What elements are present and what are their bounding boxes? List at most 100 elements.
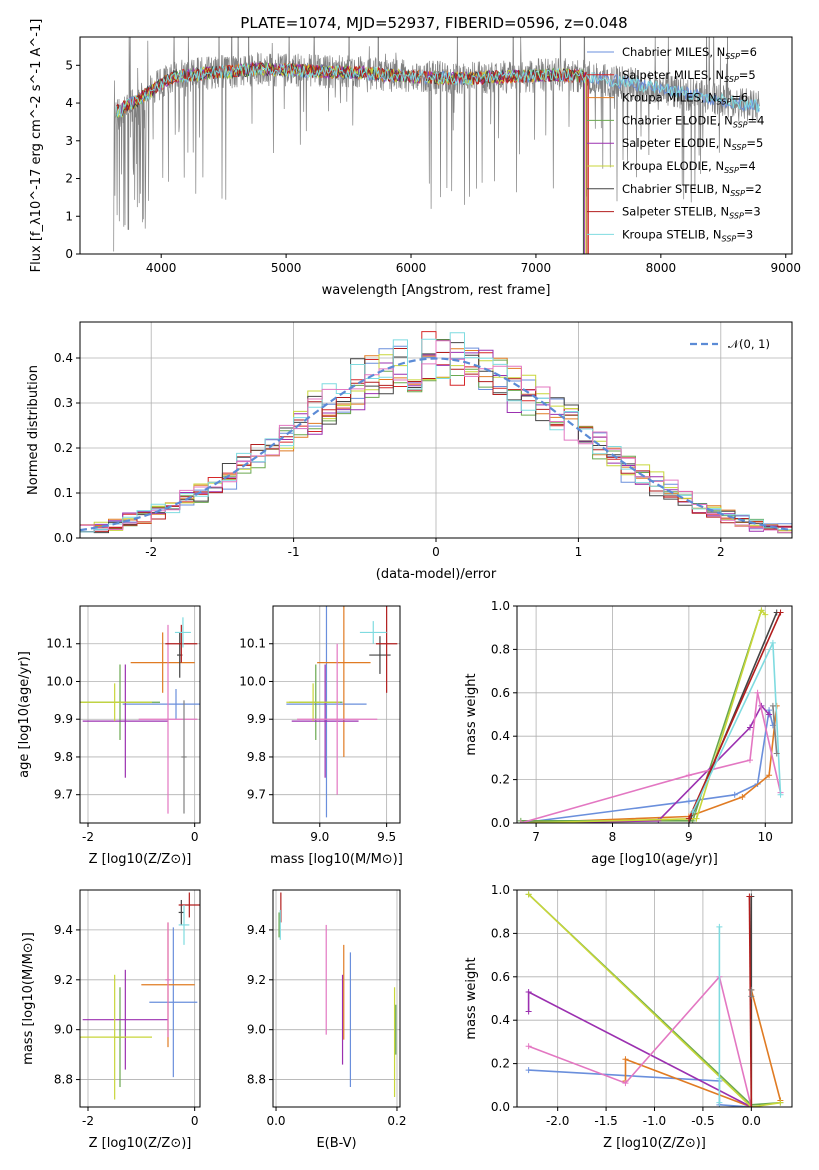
x-tick-label: 7 (532, 830, 540, 844)
x-tick-label: 5000 (271, 261, 302, 275)
legend-value: =4 (748, 113, 765, 127)
legend-entry: 𝒩(0, 1) (728, 337, 770, 351)
y-tick-label: 0.4 (491, 729, 510, 743)
legend-value: =5 (739, 68, 756, 82)
axes-frame (79, 36, 793, 255)
legend-entry: Kroupa ELODIE, NSSP=4 (622, 159, 756, 175)
series-marker (525, 1043, 532, 1050)
x-axis-label: Z [log10(Z/Z⊙)] (89, 1136, 192, 1151)
y-tick-label: 9.2 (54, 973, 73, 987)
legend-entry: Chabrier STELIB, NSSP=2 (622, 182, 762, 198)
series-marker (689, 809, 696, 816)
series-marker (731, 791, 738, 798)
normal-curve (80, 357, 792, 532)
panel-mass-vs-Z: -2 0 8.8 9.0 9.2 9.4 Z [log10(Z/Z⊙)] mass [log1… (21, 889, 201, 1151)
x-tick-label: 0 (191, 830, 199, 844)
x-tick-label: 1 (575, 545, 583, 559)
panel-age-vs-Z: -2 0 9.7 9.8 9.9 10.0 10.1 Z [log10(Z/Z⊙)] age [… (17, 605, 201, 867)
model-chabrier-elodie (115, 61, 584, 254)
x-tick-label: 2 (717, 545, 725, 559)
y-tick-label: 10.1 (46, 637, 73, 651)
x-tick-label: 9.0 (310, 830, 329, 844)
data-point (178, 899, 184, 925)
data-point (369, 636, 391, 674)
x-tick-label: -1.5 (594, 1114, 617, 1128)
series-marker (748, 1104, 755, 1107)
x-tick-label: 0.0 (266, 1114, 285, 1128)
legend-subscript: SSP (724, 166, 739, 175)
y-tick-label: 0.8 (491, 926, 510, 940)
mass-weight-series (520, 692, 782, 823)
data-point (317, 606, 371, 757)
panel-residuals: -2 -1 0 1 2 0.0 0.1 0.2 0.3 0.4 (data-model)/error… (26, 321, 793, 582)
mass-weight-series (528, 975, 753, 1107)
y-axis-label: Flux [f_λ10^-17 erg cm^-2 s^-1 A^-1] (29, 19, 44, 273)
x-axis-label: age [log10(age/yr)] (591, 852, 718, 867)
histogram-step (80, 340, 792, 534)
y-tick-label: 10.0 (46, 674, 73, 688)
plot-area-mass-vs-EBV (273, 890, 400, 1107)
legend-subscript: SSP (722, 234, 737, 243)
data-point (80, 683, 152, 722)
data-point (165, 624, 198, 663)
mass-weight-series (748, 896, 753, 1107)
series-marker (622, 1056, 629, 1063)
y-tick-label: 10.0 (239, 674, 266, 688)
data-point (375, 606, 398, 693)
legend-entry: Chabrier MILES, NSSP=6 (622, 45, 757, 61)
data-point (174, 617, 191, 648)
plot-area-residuals (80, 322, 792, 538)
legend-value: =6 (740, 45, 757, 59)
series-marker (716, 923, 723, 930)
data-point (297, 643, 378, 795)
y-tick-label: 0.2 (491, 773, 510, 787)
data-point (165, 922, 171, 1038)
y-tick-label: 1 (65, 209, 73, 223)
x-tick-label: -1 (288, 545, 300, 559)
x-axis-label: (data-model)/error (376, 567, 497, 582)
x-tick-label: 7000 (521, 261, 552, 275)
axes-frame (272, 889, 401, 1108)
x-tick-label: 8 (609, 830, 617, 844)
y-tick-label: 9.7 (54, 788, 73, 802)
x-tick-label: 8000 (646, 261, 677, 275)
legend-subscript: SSP (725, 52, 740, 61)
x-tick-label: 4000 (146, 261, 177, 275)
series-marker (716, 1099, 723, 1106)
mass-weight-series (520, 608, 766, 823)
plot-area-age-vs-Z (80, 606, 200, 823)
y-tick-label: 9.0 (54, 1023, 73, 1037)
plots: 4000 5000 6000 7000 8000 9000012345wavelength… (17, 19, 801, 1151)
x-tick-label: -0.5 (691, 1114, 714, 1128)
y-tick-label: 0.6 (491, 970, 510, 984)
axes-frame (516, 605, 793, 824)
series-marker (525, 1008, 532, 1015)
legend-value: =4 (739, 159, 756, 173)
mass-weight-series (520, 710, 774, 823)
legend-subscript: SSP (729, 212, 744, 221)
legend-subscript: SSP (717, 98, 732, 107)
data-point (130, 632, 195, 693)
x-axis-label: E(B-V) (316, 1136, 356, 1151)
axes-frame (272, 605, 401, 824)
mass-weight-series (688, 612, 782, 820)
panel-massweight-vs-age: 7 8 9 10 0.0 0.2 0.4 0.6 0.8 1.0 age [log10(age/yr… (464, 599, 793, 867)
data-point (82, 969, 168, 1070)
data-point (80, 974, 152, 1100)
y-tick-label: 9.8 (54, 750, 73, 764)
model-salpeter-stelib (115, 61, 588, 254)
x-tick-label: -2 (82, 1114, 94, 1128)
y-tick-label: 0.0 (491, 816, 510, 830)
y-tick-label: 4 (65, 96, 73, 110)
plot-area-massweight-vs-age (517, 606, 792, 823)
legend-value: =5 (746, 136, 763, 150)
y-tick-label: 9.0 (247, 1023, 266, 1037)
axes-frame (79, 889, 201, 1108)
y-tick-label: 9.4 (54, 923, 73, 937)
y-axis-label: mass [log10(M/M⊙)] (21, 932, 36, 1065)
legend-entry: Chabrier ELODIE, NSSP=4 (622, 113, 764, 129)
series-marker (685, 772, 692, 779)
model-kroupa-miles (115, 62, 587, 254)
plot-area-spectrum (113, 37, 760, 254)
